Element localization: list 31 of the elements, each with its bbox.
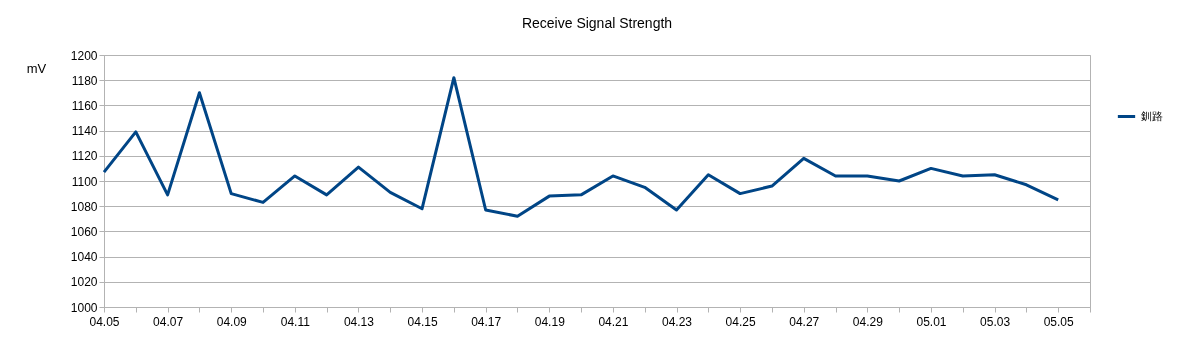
x-tick-label: 04.29: [852, 314, 884, 329]
x-tick-label: 04.09: [216, 314, 248, 329]
x-tick-label: 04.23: [662, 314, 693, 329]
y-tick-label: 1040: [70, 250, 98, 265]
y-tick-label: 1120: [71, 149, 98, 164]
x-tick-label: 04.15: [407, 314, 438, 329]
y-tick-label: 1020: [70, 275, 98, 290]
x-tick-label: 04.19: [534, 314, 566, 329]
legend-label: 釧路: [1141, 109, 1163, 123]
x-tick-label: 04.13: [343, 314, 375, 329]
y-tick-label: 1160: [71, 98, 98, 113]
y-tick-label: 1100: [71, 174, 98, 189]
y-axis-title: mV: [26, 60, 47, 76]
x-tick-label: 04.25: [725, 314, 756, 329]
x-tick-label: 04.17: [471, 314, 502, 329]
y-tick-label: 1140: [71, 124, 98, 139]
y-tick-label: 1000: [70, 300, 98, 315]
y-tick-label: 1180: [71, 73, 98, 88]
y-tick-label: 1200: [70, 48, 98, 63]
x-tick-label: 04.11: [280, 314, 311, 329]
line-series: [102, 76, 1060, 218]
x-tick-label: 05.03: [980, 314, 1011, 329]
x-tick-label: 04.21: [598, 314, 629, 329]
x-tick-label: 04.05: [89, 314, 120, 329]
x-tick-label: 04.27: [789, 314, 820, 329]
y-tick-label: 1060: [70, 224, 98, 239]
chart-title: Receive Signal Strength: [521, 15, 673, 31]
x-tick-label: 04.07: [153, 314, 184, 329]
x-tick-label: 05.01: [916, 314, 947, 329]
y-tick-label: 1080: [70, 199, 98, 214]
x-tick-label: 05.05: [1043, 314, 1075, 329]
